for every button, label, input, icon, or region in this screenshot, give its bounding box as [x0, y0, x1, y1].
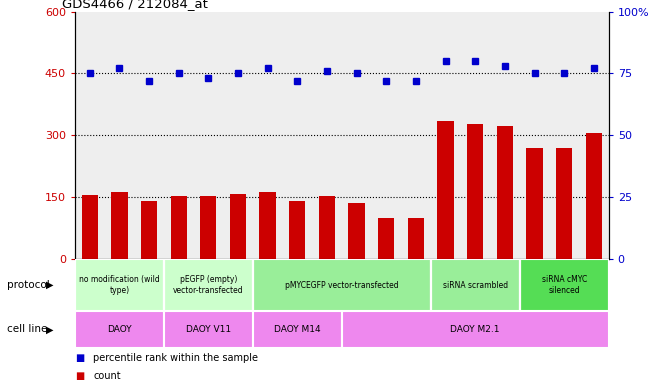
Text: ▶: ▶ — [46, 280, 53, 290]
Bar — [75, 311, 164, 348]
Text: DAOY V11: DAOY V11 — [186, 325, 231, 334]
Text: DAOY M14: DAOY M14 — [274, 325, 320, 334]
Bar — [171, 196, 187, 259]
Text: ▶: ▶ — [46, 324, 53, 334]
Bar — [497, 126, 513, 259]
Bar — [81, 195, 98, 259]
Text: count: count — [93, 371, 120, 381]
Bar — [342, 311, 609, 348]
Bar — [75, 259, 164, 311]
Bar — [408, 218, 424, 259]
Text: ■: ■ — [75, 353, 84, 363]
Text: percentile rank within the sample: percentile rank within the sample — [93, 353, 258, 363]
Text: ■: ■ — [75, 371, 84, 381]
Bar — [289, 201, 305, 259]
Text: siRNA scrambled: siRNA scrambled — [443, 281, 508, 290]
Bar — [437, 121, 454, 259]
Bar — [164, 311, 253, 348]
Bar — [348, 203, 365, 259]
Bar — [230, 194, 246, 259]
Text: DAOY M2.1: DAOY M2.1 — [450, 325, 500, 334]
Bar — [111, 192, 128, 259]
Bar — [378, 218, 395, 259]
Bar — [260, 192, 276, 259]
Bar — [431, 259, 519, 311]
Text: pMYCEGFP vector-transfected: pMYCEGFP vector-transfected — [285, 281, 398, 290]
Bar — [253, 259, 431, 311]
Bar — [141, 201, 157, 259]
Bar — [164, 259, 253, 311]
Bar — [467, 124, 484, 259]
Bar — [200, 197, 217, 259]
Text: protocol: protocol — [7, 280, 49, 290]
Text: DAOY: DAOY — [107, 325, 132, 334]
Text: cell line: cell line — [7, 324, 47, 334]
Bar — [253, 311, 342, 348]
Bar — [319, 197, 335, 259]
Text: siRNA cMYC
silenced: siRNA cMYC silenced — [542, 275, 587, 295]
Text: no modification (wild
type): no modification (wild type) — [79, 275, 159, 295]
Bar — [527, 148, 543, 259]
Bar — [586, 133, 602, 259]
Text: GDS4466 / 212084_at: GDS4466 / 212084_at — [62, 0, 208, 10]
Bar — [556, 148, 572, 259]
Text: pEGFP (empty)
vector-transfected: pEGFP (empty) vector-transfected — [173, 275, 243, 295]
Bar — [519, 259, 609, 311]
